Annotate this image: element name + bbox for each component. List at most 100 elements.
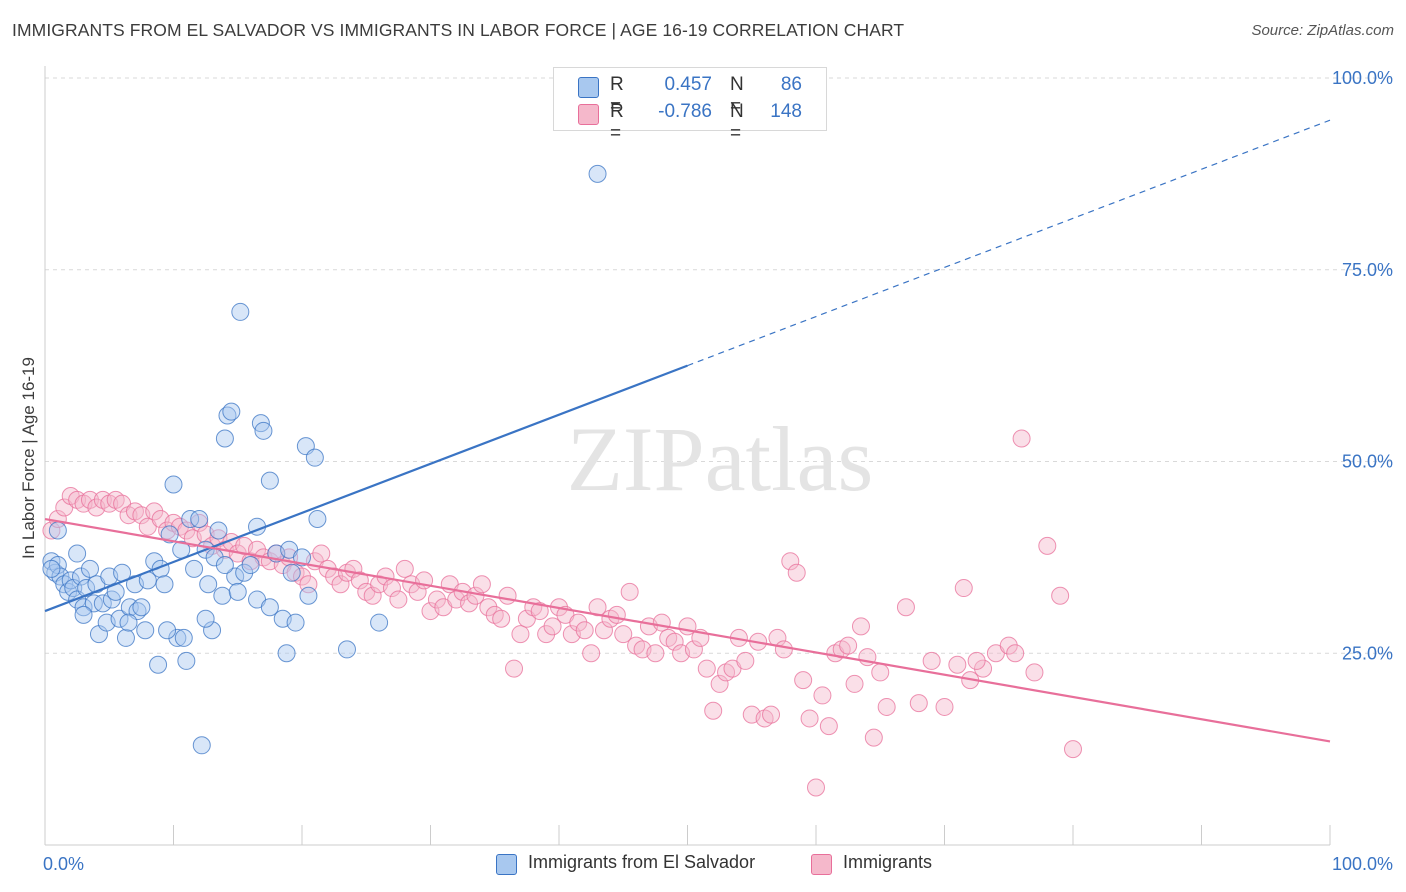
blue-swatch bbox=[578, 77, 599, 98]
data-point bbox=[1038, 536, 1057, 555]
data-point bbox=[260, 598, 279, 617]
data-point bbox=[389, 590, 408, 609]
data-point bbox=[74, 605, 93, 624]
r-label: R = bbox=[610, 101, 624, 144]
axes bbox=[44, 66, 1331, 846]
data-point bbox=[192, 736, 211, 755]
data-point bbox=[569, 613, 588, 632]
data-point bbox=[363, 586, 382, 605]
data-point bbox=[704, 701, 723, 720]
data-point bbox=[697, 659, 716, 678]
series-legend: Immigrants from El Salvador Immigrants bbox=[0, 852, 1406, 878]
data-point bbox=[614, 625, 633, 644]
data-point bbox=[190, 513, 209, 532]
data-point bbox=[1012, 429, 1031, 448]
data-point bbox=[119, 613, 138, 632]
data-point bbox=[305, 448, 324, 467]
data-point bbox=[174, 628, 193, 647]
data-point bbox=[1064, 740, 1082, 759]
data-point bbox=[42, 559, 61, 578]
legend-label: Immigrants from El Salvador bbox=[528, 852, 756, 872]
data-point bbox=[800, 709, 819, 728]
data-point bbox=[222, 402, 241, 421]
data-point bbox=[787, 563, 806, 582]
data-point bbox=[68, 544, 87, 563]
data-point bbox=[215, 429, 234, 448]
data-point bbox=[80, 559, 99, 578]
data-point bbox=[896, 598, 915, 617]
data-point bbox=[299, 586, 318, 605]
data-point bbox=[209, 521, 228, 540]
trend-lines bbox=[44, 119, 1331, 743]
y-axis-label: In Labor Force | Age 16-19 bbox=[19, 357, 38, 559]
data-point bbox=[260, 471, 279, 490]
data-point bbox=[588, 164, 607, 183]
data-point bbox=[505, 659, 524, 678]
pink-swatch bbox=[811, 854, 832, 875]
data-point bbox=[308, 510, 327, 529]
data-point bbox=[781, 552, 800, 571]
data-point bbox=[813, 686, 832, 705]
data-point bbox=[839, 636, 858, 655]
n-value: 148 bbox=[770, 101, 802, 122]
data-point bbox=[190, 510, 209, 529]
data-point bbox=[845, 674, 864, 693]
data-point bbox=[77, 579, 96, 598]
data-point bbox=[736, 651, 755, 670]
data-point bbox=[492, 609, 511, 628]
data-point bbox=[511, 625, 530, 644]
data-point bbox=[646, 644, 665, 663]
data-point bbox=[185, 559, 204, 578]
data-point bbox=[74, 598, 93, 617]
source-label: Source: ZipAtlas.com bbox=[1251, 22, 1394, 39]
data-point bbox=[286, 613, 305, 632]
data-point bbox=[877, 697, 896, 716]
y-tick-label: 25.0% bbox=[1342, 643, 1393, 663]
data-point bbox=[337, 640, 356, 659]
data-point bbox=[395, 559, 414, 578]
data-point bbox=[582, 644, 601, 663]
r-label: R = bbox=[610, 74, 624, 117]
watermark: ZIPatlas bbox=[567, 408, 874, 510]
data-point bbox=[794, 671, 813, 690]
data-point bbox=[116, 628, 135, 647]
data-point bbox=[974, 659, 993, 678]
data-point bbox=[42, 521, 61, 540]
data-point bbox=[594, 621, 613, 640]
data-point bbox=[132, 598, 151, 617]
data-point bbox=[851, 617, 870, 636]
data-point bbox=[48, 521, 67, 540]
data-point bbox=[999, 636, 1018, 655]
y-tick-label: 100.0% bbox=[1332, 68, 1393, 88]
n-label: N = bbox=[730, 74, 744, 117]
data-point bbox=[922, 651, 941, 670]
data-point bbox=[935, 697, 954, 716]
trend-line-immigrants bbox=[44, 517, 1331, 743]
data-point bbox=[213, 586, 232, 605]
data-point bbox=[136, 621, 155, 640]
data-point bbox=[80, 490, 99, 509]
data-point bbox=[807, 778, 825, 797]
y-tick-label: 75.0% bbox=[1342, 260, 1393, 280]
n-value: 86 bbox=[780, 74, 802, 95]
data-point bbox=[684, 640, 703, 659]
data-point bbox=[164, 475, 183, 494]
data-point bbox=[110, 609, 129, 628]
data-point bbox=[871, 663, 890, 682]
data-point bbox=[530, 602, 549, 621]
data-point bbox=[160, 525, 179, 544]
data-point bbox=[948, 655, 967, 674]
data-point bbox=[1051, 586, 1070, 605]
y-tick-label: 50.0% bbox=[1342, 452, 1393, 472]
data-point bbox=[168, 628, 187, 647]
data-point bbox=[479, 598, 498, 617]
data-point bbox=[370, 613, 389, 632]
data-point bbox=[427, 590, 446, 609]
data-point bbox=[774, 640, 793, 659]
data-point bbox=[203, 621, 222, 640]
axis-labels: 25.0% 50.0% 75.0% 100.0% 0.0% 100.0% In Labor … bbox=[19, 68, 1393, 874]
data-point bbox=[909, 694, 928, 713]
legend-label: Immigrants bbox=[843, 852, 933, 872]
data-point bbox=[71, 567, 90, 586]
data-point bbox=[1025, 663, 1044, 682]
